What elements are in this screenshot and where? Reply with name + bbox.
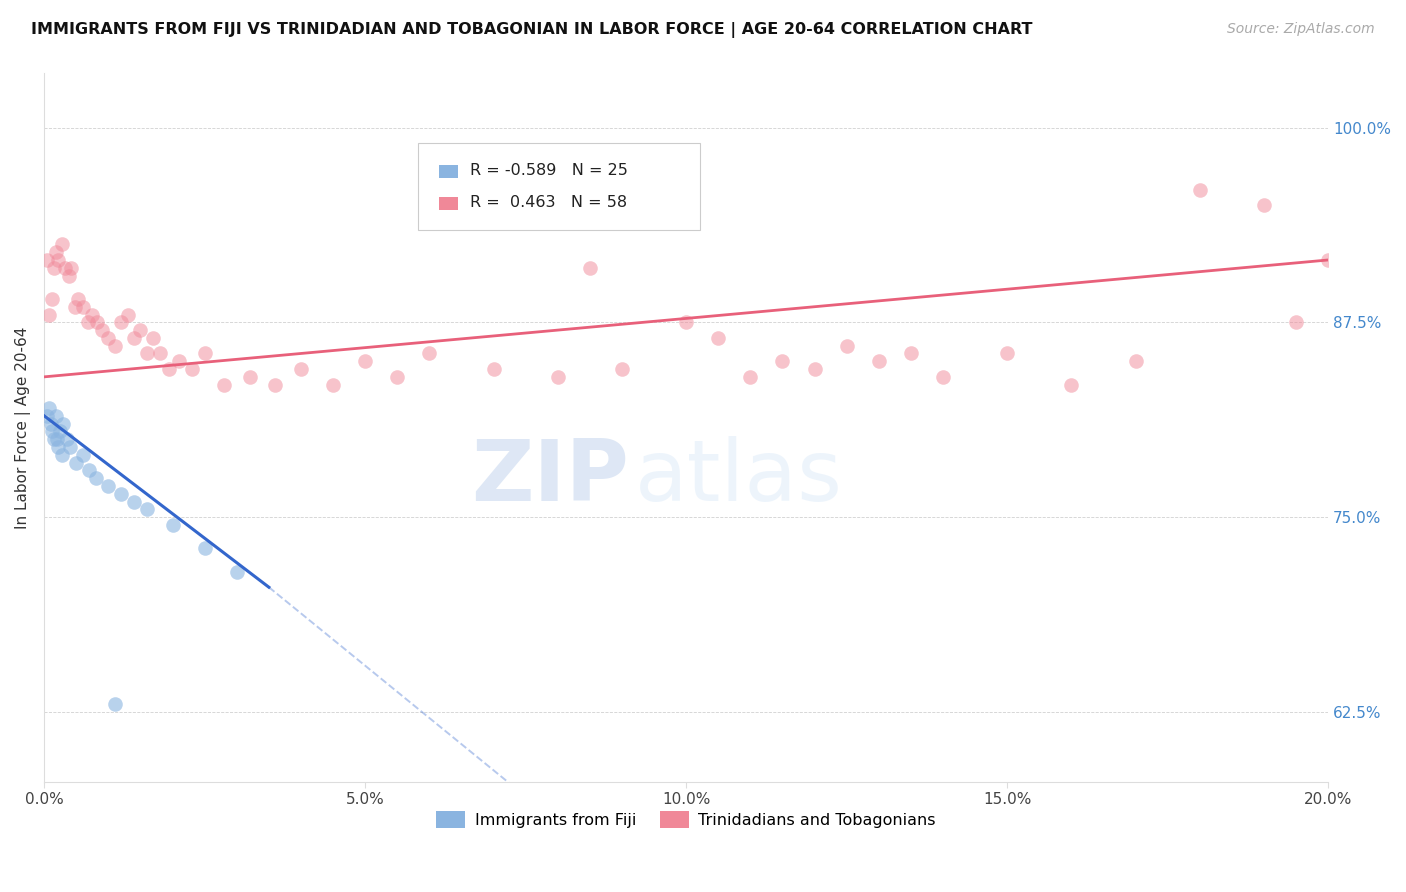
Point — [803, 362, 825, 376]
Point — [58, 268, 80, 283]
Point — [45, 245, 67, 260]
Point — [290, 362, 312, 376]
Point — [117, 308, 139, 322]
Point — [110, 486, 132, 500]
Point — [1125, 354, 1147, 368]
Point — [354, 354, 377, 368]
Point — [995, 346, 1018, 360]
Point — [97, 331, 120, 345]
Text: atlas: atlas — [634, 435, 842, 518]
Point — [84, 471, 107, 485]
Point — [104, 697, 127, 711]
Point — [482, 362, 505, 376]
Point — [37, 252, 59, 267]
Point — [42, 260, 65, 275]
Point — [772, 354, 794, 368]
Point — [77, 463, 100, 477]
Point — [264, 377, 287, 392]
Point — [97, 479, 120, 493]
Point — [122, 331, 145, 345]
Point — [72, 300, 94, 314]
Point — [194, 346, 217, 360]
Point — [38, 401, 60, 415]
Point — [38, 308, 60, 322]
Point — [835, 339, 858, 353]
Point — [41, 425, 63, 439]
Point — [157, 362, 180, 376]
Point — [225, 565, 247, 579]
Point — [51, 448, 73, 462]
Point — [55, 432, 77, 446]
Point — [45, 409, 67, 423]
Text: R = -0.589   N = 25: R = -0.589 N = 25 — [470, 163, 627, 178]
Point — [180, 362, 202, 376]
Point — [53, 260, 76, 275]
Point — [142, 331, 165, 345]
Point — [212, 377, 235, 392]
Text: ZIP: ZIP — [471, 435, 628, 518]
Point — [86, 315, 108, 329]
Point — [387, 369, 409, 384]
Point — [59, 440, 82, 454]
Point — [1188, 183, 1211, 197]
Point — [135, 346, 157, 360]
Point — [39, 417, 62, 431]
Point — [167, 354, 190, 368]
Point — [162, 517, 184, 532]
Point — [52, 417, 75, 431]
Point — [129, 323, 152, 337]
Point — [110, 315, 132, 329]
Text: Source: ZipAtlas.com: Source: ZipAtlas.com — [1227, 22, 1375, 37]
Point — [1253, 198, 1275, 212]
Point — [239, 369, 262, 384]
Point — [1317, 252, 1340, 267]
Point — [104, 339, 127, 353]
Point — [66, 292, 89, 306]
Point — [868, 354, 890, 368]
Point — [76, 315, 98, 329]
Text: IMMIGRANTS FROM FIJI VS TRINIDADIAN AND TOBAGONIAN IN LABOR FORCE | AGE 20-64 CO: IMMIGRANTS FROM FIJI VS TRINIDADIAN AND … — [31, 22, 1032, 38]
Point — [41, 292, 63, 306]
Point — [51, 237, 73, 252]
Point — [122, 494, 145, 508]
Point — [42, 432, 65, 446]
Point — [46, 440, 69, 454]
Point — [932, 369, 955, 384]
Point — [740, 369, 762, 384]
Y-axis label: In Labor Force | Age 20-64: In Labor Force | Age 20-64 — [15, 326, 31, 529]
Point — [900, 346, 922, 360]
Point — [707, 331, 730, 345]
Point — [149, 346, 172, 360]
Point — [46, 252, 69, 267]
Point — [675, 315, 697, 329]
Point — [135, 502, 157, 516]
Point — [63, 300, 86, 314]
Point — [579, 260, 602, 275]
Point — [37, 409, 59, 423]
Point — [60, 260, 83, 275]
Point — [610, 362, 633, 376]
Point — [547, 369, 569, 384]
Legend: Immigrants from Fiji, Trinidadians and Tobagonians: Immigrants from Fiji, Trinidadians and T… — [430, 805, 942, 834]
Point — [65, 456, 87, 470]
Point — [322, 377, 344, 392]
Text: R =  0.463   N = 58: R = 0.463 N = 58 — [470, 195, 627, 210]
Point — [82, 308, 104, 322]
Point — [194, 541, 217, 556]
Point — [91, 323, 114, 337]
Point — [72, 448, 94, 462]
Point — [1285, 315, 1308, 329]
Point — [418, 346, 440, 360]
Point — [49, 425, 72, 439]
Point — [46, 432, 69, 446]
Point — [1060, 377, 1083, 392]
